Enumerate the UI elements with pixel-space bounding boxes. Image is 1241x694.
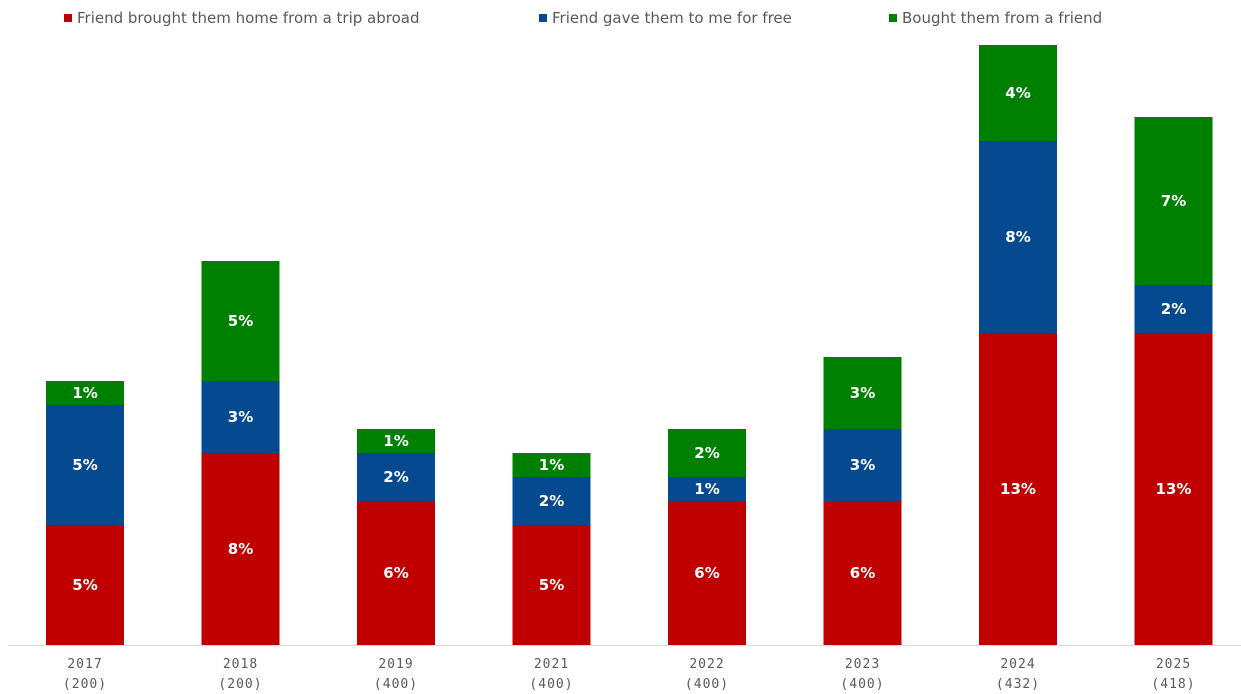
- bar-2017-series-3: [46, 381, 124, 405]
- data-label-2018-series-1: 8%: [228, 540, 253, 558]
- data-label-2019-series-2: 2%: [383, 468, 408, 486]
- data-label-2025-series-1: 13%: [1156, 480, 1192, 498]
- bar-2025-series-1: [1134, 333, 1213, 645]
- bar-2023-series-3: [823, 357, 902, 429]
- x-tick-label-2022: 2022: [689, 657, 724, 672]
- x-tick-label-2017: 2017: [67, 657, 102, 672]
- data-label-2025-series-3: 7%: [1161, 192, 1186, 210]
- bar-2024-series-3: [979, 45, 1057, 141]
- bar-2022-series-3: [668, 429, 746, 477]
- bar-2021-series-2: [512, 477, 591, 525]
- data-label-2023-series-2: 3%: [850, 456, 875, 474]
- bar-2023-series-1: [823, 501, 902, 645]
- data-label-2024-series-2: 8%: [1005, 228, 1030, 246]
- bar-2024-series-2: [979, 141, 1057, 333]
- bar-2017-series-1: [46, 525, 124, 645]
- x-tick-base-2018: (200): [218, 677, 262, 692]
- x-tick-base-2024: (432): [996, 677, 1040, 692]
- bar-2018-series-2: [201, 381, 280, 453]
- bar-2021-series-3: [512, 453, 591, 477]
- x-tick-base-2023: (400): [840, 677, 884, 692]
- x-tick-label-2025: 2025: [1156, 657, 1191, 672]
- data-label-2023-series-1: 6%: [850, 564, 875, 582]
- data-label-2021-series-3: 1%: [539, 456, 564, 474]
- data-label-2019-series-3: 1%: [383, 432, 408, 450]
- x-tick-base-2017: (200): [63, 677, 107, 692]
- data-label-2024-series-3: 4%: [1005, 84, 1030, 102]
- data-label-2024-series-1: 13%: [1000, 480, 1036, 498]
- bar-2021-series-1: [512, 525, 591, 645]
- data-label-2017-series-1: 5%: [72, 576, 97, 594]
- bar-2022-series-2: [668, 477, 746, 501]
- legend-swatch-1: [64, 14, 72, 22]
- legend-label-1: Friend brought them home from a trip abr…: [77, 9, 420, 27]
- legend-swatch-2: [539, 14, 547, 22]
- data-label-2018-series-3: 5%: [228, 312, 253, 330]
- data-label-2022-series-3: 2%: [694, 444, 719, 462]
- bar-2017-series-2: [46, 405, 124, 525]
- x-tick-base-2022: (400): [685, 677, 729, 692]
- data-label-2019-series-1: 6%: [383, 564, 408, 582]
- bar-2019-series-1: [357, 501, 435, 645]
- bar-2018-series-3: [201, 261, 280, 381]
- data-label-2017-series-2: 5%: [72, 456, 97, 474]
- bar-2019-series-3: [357, 429, 435, 453]
- bar-2023-series-2: [823, 429, 902, 501]
- bar-2022-series-1: [668, 501, 746, 645]
- legend-swatch-3: [889, 14, 897, 22]
- x-tick-base-2021: (400): [529, 677, 573, 692]
- bar-2025-series-2: [1134, 285, 1213, 333]
- data-label-2023-series-3: 3%: [850, 384, 875, 402]
- data-label-2017-series-3: 1%: [72, 384, 97, 402]
- x-tick-label-2023: 2023: [845, 657, 880, 672]
- data-label-2022-series-1: 6%: [694, 564, 719, 582]
- x-tick-label-2019: 2019: [378, 657, 413, 672]
- data-label-2022-series-2: 1%: [694, 480, 719, 498]
- x-tick-label-2018: 2018: [223, 657, 258, 672]
- x-tick-label-2024: 2024: [1000, 657, 1035, 672]
- bar-2025-series-3: [1134, 117, 1213, 285]
- legend-label-3: Bought them from a friend: [902, 9, 1102, 27]
- bar-2024-series-1: [979, 333, 1057, 645]
- data-label-2021-series-1: 5%: [539, 576, 564, 594]
- x-tick-label-2021: 2021: [534, 657, 569, 672]
- x-tick-base-2019: (400): [374, 677, 418, 692]
- data-label-2021-series-2: 2%: [539, 492, 564, 510]
- bar-2018-series-1: [201, 453, 280, 645]
- legend-label-2: Friend gave them to me for free: [552, 9, 792, 27]
- bar-2019-series-2: [357, 453, 435, 501]
- data-label-2018-series-2: 3%: [228, 408, 253, 426]
- x-tick-base-2025: (418): [1151, 677, 1195, 692]
- data-label-2025-series-2: 2%: [1161, 300, 1186, 318]
